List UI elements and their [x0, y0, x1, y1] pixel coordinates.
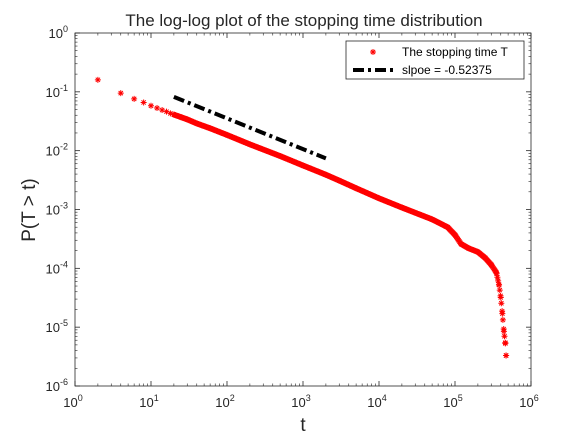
x-tick-label: 101: [139, 393, 158, 410]
y-tick-label: 10-1: [46, 83, 68, 100]
data-point: [178, 114, 185, 121]
x-tick-label: 106: [519, 393, 538, 410]
legend: The stopping time T slpoe = -0.52375: [345, 40, 525, 80]
x-tick-label: 100: [63, 393, 82, 410]
y-tick-label: 100: [49, 24, 68, 41]
legend-label-stopping-time: The stopping time T: [402, 45, 509, 59]
data-point: [496, 287, 503, 294]
data-point: [154, 105, 161, 112]
axis-tick-labels: 100 101 102 103 104 105 106 10-6 10-5 10-4 10-3 10-…: [46, 24, 539, 410]
data-point: [495, 277, 502, 284]
data-point: [503, 352, 510, 359]
data-point: [148, 102, 154, 109]
legend-box: [345, 40, 525, 80]
data-point: [336, 177, 343, 184]
data-point: [494, 274, 501, 281]
data-point: [94, 76, 101, 83]
data-point: [465, 245, 472, 252]
y-tick-label: 10-2: [46, 142, 68, 159]
data-point: [444, 224, 451, 231]
data-point: [502, 340, 509, 347]
x-tick-label: 102: [215, 393, 234, 410]
data-point: [167, 110, 174, 117]
legend-asterisk: [370, 49, 376, 55]
data-point: [499, 316, 506, 323]
data-point: [117, 90, 124, 97]
y-tick-label: 10-5: [46, 318, 68, 335]
data-point: [398, 204, 405, 211]
data-point: [224, 131, 230, 138]
data-point: [482, 254, 489, 261]
data-point: [501, 333, 508, 340]
data-point: [499, 310, 506, 317]
y-axis-label: P(T > t): [19, 178, 40, 242]
x-tick-label: 103: [291, 393, 310, 410]
data-point: [493, 269, 500, 276]
data-point: [500, 328, 507, 335]
data-point: [159, 107, 166, 114]
chart-title: The log-log plot of the stopping time di…: [125, 11, 482, 30]
data-point: [353, 185, 360, 192]
data-point: [498, 300, 505, 307]
data-marks: [94, 76, 510, 359]
data-point: [458, 240, 465, 247]
slope-reference-line: [173, 95, 327, 161]
legend-label-slope: slpoe = -0.52375: [402, 63, 492, 77]
data-point: [131, 95, 138, 102]
data-point: [474, 248, 481, 255]
data-point: [429, 216, 436, 223]
data-point: [140, 99, 147, 106]
data-point: [452, 231, 458, 238]
data-point: [207, 125, 214, 132]
x-axis-label: t: [300, 415, 306, 436]
legend-marker-stopping-time: [370, 49, 376, 55]
data-point: [496, 282, 503, 289]
data-point: [246, 141, 253, 148]
y-tick-label: 10-4: [46, 259, 68, 276]
data-point: [488, 261, 495, 268]
y-tick-label: 10-3: [46, 201, 68, 218]
data-point: [163, 108, 170, 115]
x-tick-label: 105: [443, 393, 462, 410]
y-tick-label: 10-6: [46, 377, 68, 394]
data-point: [376, 195, 382, 202]
data-point: [497, 294, 504, 301]
data-point: [184, 116, 191, 123]
data-point: [277, 153, 284, 160]
data-point: [193, 120, 200, 127]
plot-area: [74, 32, 532, 387]
data-point: [322, 171, 329, 178]
x-tick-label: 104: [367, 393, 386, 410]
axis-ticks: [74, 32, 532, 387]
data-point: [300, 162, 306, 169]
